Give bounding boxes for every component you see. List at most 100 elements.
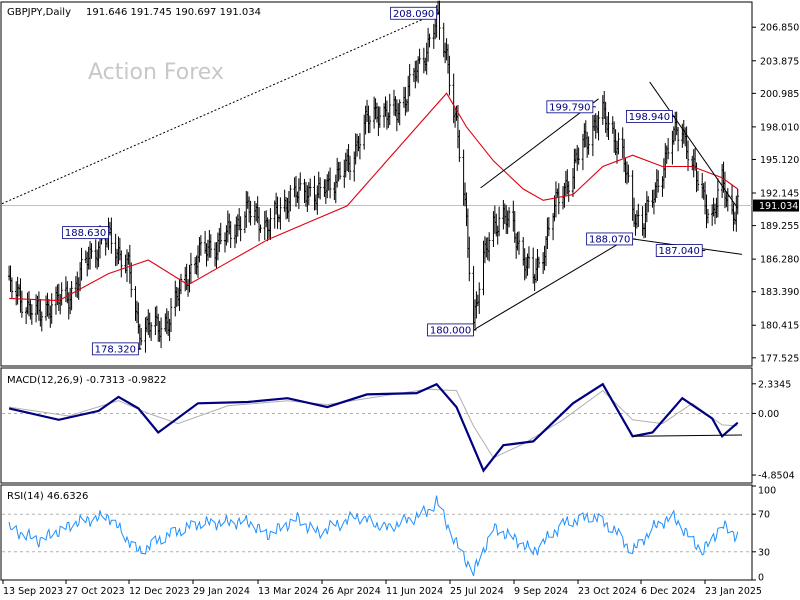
date-axis-label: 25 Jul 2024 <box>450 586 504 597</box>
candle <box>676 126 680 152</box>
current-price-tag <box>753 199 799 212</box>
candle <box>706 208 710 224</box>
price-axis-label: 183.390 <box>760 287 799 298</box>
date-axis-label: 29 Jan 2024 <box>193 586 250 597</box>
candle <box>338 161 342 180</box>
rsi-axis-label: 100 <box>758 486 776 497</box>
candle <box>299 172 302 191</box>
price-layer: 208.090 199.790 198.940 188.630 188.070 187.0… <box>1 0 752 355</box>
price-axis-label: 198.010 <box>760 122 799 133</box>
price-panel-title: GBPJPY,Daily <box>7 7 71 18</box>
price-level-label-text: 178.320 <box>95 344 136 355</box>
date-axis-label: 27 Oct 2023 <box>66 586 125 597</box>
candle <box>189 252 193 283</box>
candle <box>169 298 173 333</box>
date-axis-label: 13 Sep 2023 <box>3 586 63 597</box>
ohlc-readout: 191.646 191.745 190.697 191.034 <box>86 7 261 18</box>
axes-layer: 206.850 203.875 200.985 198.010 195.120 192.1… <box>2 23 799 597</box>
price-level-label: 178.320 <box>91 342 142 355</box>
candle <box>557 183 560 215</box>
candle <box>289 185 292 212</box>
price-axis-label: 192.145 <box>760 189 799 200</box>
candle <box>219 222 222 245</box>
candle <box>468 236 471 282</box>
macd-line <box>8 382 739 473</box>
candle <box>80 247 83 281</box>
candle <box>229 221 232 249</box>
candle <box>149 322 153 341</box>
price-panel-frame <box>0 1 753 367</box>
candle <box>716 178 720 218</box>
candle <box>60 282 63 306</box>
candle <box>239 216 242 242</box>
price-level-label-text: 187.040 <box>659 246 700 257</box>
candle <box>547 217 551 237</box>
moving-average-line <box>9 92 739 302</box>
candle <box>537 256 541 268</box>
candle <box>30 304 34 325</box>
price-level-label-text: 188.070 <box>589 234 630 245</box>
candle <box>458 129 461 162</box>
macd-axis-label: 0.00 <box>758 409 779 420</box>
rsi-panel-title: RSI(14) 46.6326 <box>7 491 88 502</box>
candle <box>110 217 113 254</box>
candle <box>487 232 491 262</box>
rsi-layer <box>2 495 752 577</box>
candle <box>378 106 382 128</box>
candle <box>199 235 203 256</box>
price-level-label-text: 188.630 <box>65 228 106 239</box>
macd-layer <box>2 382 752 473</box>
current-price-tag-text: 191.034 <box>759 201 798 212</box>
candle <box>637 203 640 227</box>
candle <box>597 111 600 141</box>
candle <box>130 262 133 298</box>
candle <box>358 133 362 160</box>
date-axis-label: 23 Oct 2024 <box>578 586 637 597</box>
candle <box>656 170 660 193</box>
candle <box>120 250 123 278</box>
candle <box>388 93 391 126</box>
price-level-label: 198.940 <box>626 110 676 123</box>
candle <box>478 282 481 314</box>
price-axis-label: 177.525 <box>760 353 799 364</box>
candle <box>318 177 322 200</box>
price-level-label: 199.790 <box>546 100 596 113</box>
date-axis-label: 9 Sep 2024 <box>514 586 568 597</box>
price-level-label-text: 199.790 <box>549 102 590 113</box>
candle <box>448 55 451 96</box>
candle <box>139 328 143 346</box>
rsi-axis-label: 70 <box>758 510 770 521</box>
rsi-axis-label: 0 <box>758 573 764 584</box>
date-axis-label: 12 Dec 2023 <box>129 586 190 597</box>
candle <box>40 311 43 332</box>
candle <box>696 171 700 191</box>
macd-axis-label: 2.3345 <box>758 379 791 390</box>
price-level-label: 188.630 <box>62 226 112 239</box>
candle <box>328 167 332 199</box>
candle <box>428 33 431 48</box>
price-trendline <box>1 12 437 205</box>
macd-panel-title: MACD(12,26,9) -0.7313 -0.9822 <box>7 375 167 386</box>
candle <box>527 246 531 269</box>
candle <box>90 243 93 259</box>
candle <box>577 147 580 165</box>
candle <box>309 178 312 197</box>
price-level-label: 187.040 <box>655 244 706 257</box>
price-axis-label: 189.255 <box>760 221 799 232</box>
candle <box>647 196 650 213</box>
date-axis-label: 13 Mar 2024 <box>258 586 318 597</box>
candle <box>507 207 511 228</box>
price-axis-label: 186.280 <box>760 255 799 266</box>
price-level-label: 180.000 <box>427 323 477 336</box>
price-trendline <box>649 81 739 209</box>
candle <box>567 181 570 202</box>
candle <box>517 231 521 255</box>
candle <box>418 48 421 64</box>
candle <box>50 293 53 324</box>
macd-signal-line <box>9 388 738 459</box>
candle <box>209 234 212 258</box>
candle <box>269 208 272 240</box>
candle <box>368 115 372 134</box>
candle <box>179 273 183 295</box>
